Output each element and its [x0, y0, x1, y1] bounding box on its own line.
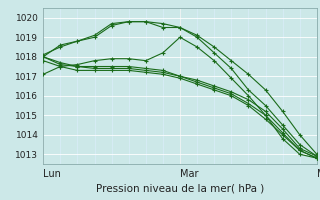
X-axis label: Pression niveau de la mer( hPa ): Pression niveau de la mer( hPa ) — [96, 183, 264, 193]
